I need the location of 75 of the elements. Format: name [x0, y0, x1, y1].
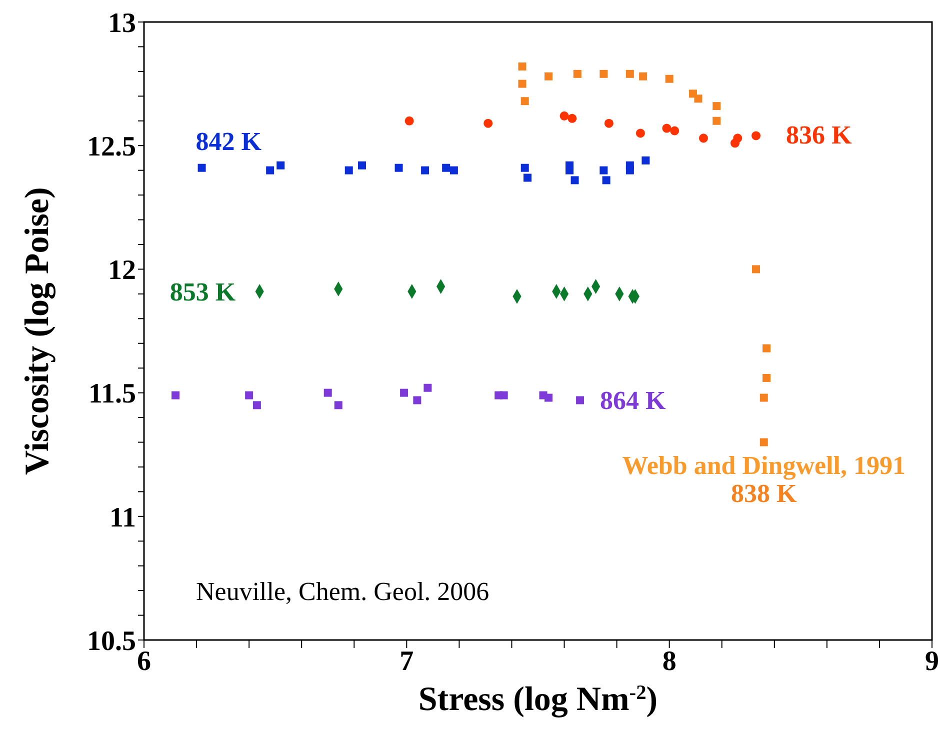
- point: [520, 97, 529, 106]
- y-tick-label: 13: [108, 8, 136, 39]
- point: [400, 388, 408, 397]
- point: [566, 166, 574, 174]
- point: [762, 374, 771, 382]
- point: [626, 70, 634, 78]
- point: [712, 116, 721, 125]
- point: [266, 166, 274, 174]
- point: [276, 161, 285, 170]
- point: [760, 438, 768, 446]
- point: [442, 164, 450, 172]
- point: [344, 166, 353, 174]
- x-tick-label: 8: [662, 646, 676, 677]
- y-tick-label: 10.5: [87, 626, 136, 657]
- point: [662, 124, 672, 133]
- point: [198, 164, 206, 172]
- point: [394, 164, 403, 172]
- point: [600, 166, 608, 174]
- series-label: 838 K: [731, 479, 798, 508]
- point: [712, 102, 721, 110]
- point: [694, 94, 702, 103]
- point: [172, 391, 180, 400]
- point: [324, 388, 332, 397]
- annotation: Webb and Dingwell, 1991: [622, 451, 906, 480]
- series-label: 853 K: [170, 277, 236, 306]
- point: [560, 111, 569, 120]
- point: [642, 156, 650, 164]
- point: [600, 70, 608, 78]
- point: [421, 166, 430, 174]
- point: [450, 166, 458, 174]
- point: [544, 394, 553, 402]
- y-tick-label: 11.5: [88, 378, 136, 410]
- x-tick-label: 7: [400, 646, 414, 677]
- point: [626, 166, 634, 174]
- point: [484, 118, 493, 128]
- series-label: 864 K: [600, 386, 667, 416]
- point: [523, 174, 532, 182]
- series-label: 836 K: [786, 120, 853, 150]
- point: [404, 116, 414, 126]
- x-tick-label: 6: [137, 646, 151, 677]
- point: [576, 396, 584, 404]
- point: [500, 391, 508, 400]
- point: [413, 396, 422, 404]
- point: [752, 131, 761, 140]
- y-tick-label: 12: [108, 255, 136, 286]
- point: [544, 72, 553, 80]
- point: [636, 128, 645, 138]
- point: [762, 344, 771, 352]
- y-axis-title: Viscosity (log Poise): [19, 187, 56, 475]
- point: [518, 80, 526, 88]
- point: [733, 134, 742, 143]
- y-tick-label: 12.5: [87, 132, 136, 163]
- point: [639, 72, 648, 80]
- x-tick-label: 9: [925, 646, 939, 677]
- point: [604, 118, 614, 128]
- point: [424, 384, 432, 392]
- series-label: 842 K: [196, 126, 262, 156]
- point: [358, 161, 366, 170]
- point: [573, 70, 582, 78]
- y-tick-label: 11: [110, 502, 136, 534]
- point: [752, 265, 760, 274]
- point: [518, 62, 526, 70]
- point: [760, 394, 768, 402]
- annotation: Neuville, Chem. Geol. 2006: [196, 577, 490, 606]
- point: [698, 134, 708, 143]
- point: [568, 114, 577, 123]
- point: [570, 176, 579, 184]
- point: [252, 401, 261, 410]
- point: [520, 164, 529, 172]
- point: [670, 126, 680, 136]
- point: [334, 401, 342, 410]
- point: [602, 176, 610, 184]
- x-axis-title: Stress (log Nm$^{-2}$): [418, 681, 658, 718]
- point: [245, 391, 254, 400]
- point: [665, 74, 674, 83]
